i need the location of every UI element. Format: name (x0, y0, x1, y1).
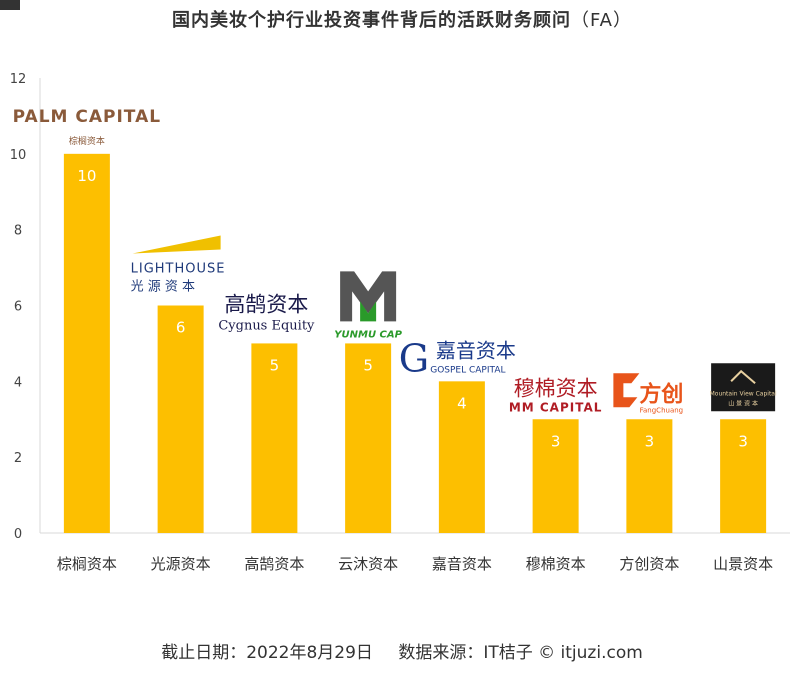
logo-gospel-sub: GOSPEL CAPITAL (430, 365, 505, 375)
bar-data-label: 5 (363, 356, 373, 374)
logo-palm-capital-sub: 棕榈资本 (69, 135, 105, 147)
x-tick-label: 嘉音资本 (432, 555, 492, 573)
data-source: 数据来源：IT桔子 © itjuzi.com (398, 643, 643, 663)
x-tick-label: 方创资本 (619, 555, 679, 573)
logo-lighthouse-sub: 光 源 资 本 (131, 280, 195, 295)
logo-mountain-view-mark (730, 369, 756, 385)
chart-footer: 截止日期：2022年8月29日 数据来源：IT桔子 © itjuzi.com (0, 638, 804, 663)
bar-data-label: 3 (738, 432, 748, 450)
cutoff-date: 截止日期：2022年8月29日 (161, 643, 373, 663)
x-tick-label: 高鹄资本 (244, 555, 304, 573)
bar (532, 419, 579, 533)
bar-data-label: 6 (176, 319, 186, 337)
y-tick-label: 8 (14, 224, 22, 239)
chart-title: 国内美妆个护行业投资事件背后的活跃财务顾问（FA） (0, 6, 804, 32)
bar-data-label: 3 (645, 432, 655, 450)
logo-yunmu-mark-accent (360, 301, 377, 322)
logo-yunmu: YUNMU CAP (334, 329, 402, 340)
logo-cygnus-sub: Cygnus Equity (218, 318, 315, 333)
bar (720, 419, 767, 533)
logo-lighthouse-beam (132, 235, 221, 254)
logo-palm-capital: PALM CAPITAL (13, 107, 161, 127)
y-tick-label: 12 (10, 72, 27, 87)
x-tick-label: 穆棉资本 (526, 555, 586, 573)
logo-fangchuang-sub: FangChuang (640, 406, 683, 414)
bar-data-label: 4 (457, 394, 467, 412)
y-tick-label: 6 (14, 300, 22, 315)
y-tick-label: 4 (14, 375, 22, 390)
x-tick-label: 山景资本 (713, 555, 773, 573)
logo-mm-capital: 穆棉资本 (514, 376, 598, 400)
y-tick-label: 0 (14, 527, 22, 542)
y-tick-label: 10 (10, 148, 27, 163)
corner-mark (0, 0, 20, 10)
bar-data-label: 5 (270, 356, 280, 374)
bar (626, 419, 673, 533)
bar (251, 343, 298, 533)
logo-yunmu-mark (340, 271, 397, 322)
bar (345, 343, 392, 533)
chart-title-suffix: （FA） (570, 10, 632, 31)
y-tick-label: 2 (14, 451, 22, 466)
logo-mountain-view: Mountain View Capital (710, 390, 777, 397)
bar-data-label: 10 (77, 167, 96, 185)
bar (438, 381, 485, 533)
logo-gospel: 嘉音资本 (436, 338, 516, 362)
logo-fangchuang-mark (613, 373, 640, 408)
logo-mm-capital-sub: MM CAPITAL (509, 400, 603, 414)
bar (63, 153, 110, 534)
bar-data-label: 3 (551, 432, 561, 450)
logo-mountain-view-sub: 山 景 资 本 (728, 399, 758, 407)
bar (157, 305, 204, 533)
x-tick-label: 棕榈资本 (57, 555, 117, 573)
logo-gospel-mark: G (399, 336, 429, 380)
chart-title-text: 国内美妆个护行业投资事件背后的活跃财务顾问 (171, 10, 571, 31)
logo-fangchuang: 方创 (639, 381, 683, 407)
logo-lighthouse: LIGHTHOUSE (131, 262, 226, 277)
x-tick-label: 云沐资本 (338, 555, 398, 573)
logo-mountain-view-bg (711, 363, 776, 412)
x-tick-label: 光源资本 (151, 555, 211, 573)
logo-cygnus: 高鹄资本 (224, 292, 308, 316)
